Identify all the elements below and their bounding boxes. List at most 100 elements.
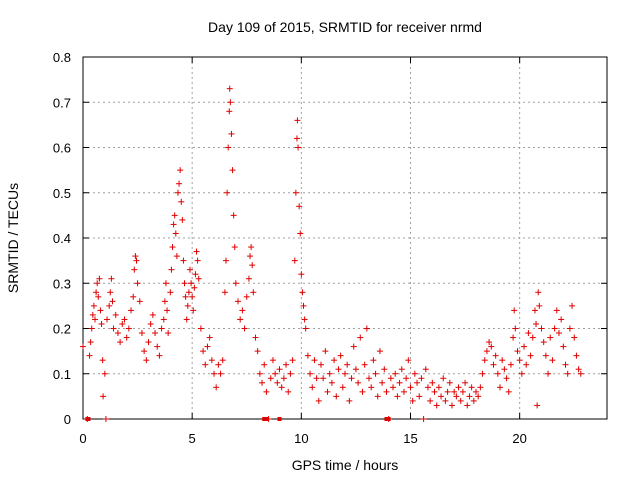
data-point xyxy=(171,212,178,219)
y-tick-label: 0.8 xyxy=(53,50,71,65)
data-point xyxy=(361,361,368,368)
data-point xyxy=(132,253,139,260)
data-point xyxy=(545,370,552,377)
data-point xyxy=(169,244,176,251)
data-point xyxy=(357,334,364,341)
data-point xyxy=(501,366,508,373)
data-point xyxy=(562,361,569,368)
data-point xyxy=(225,144,232,151)
data-point xyxy=(133,257,140,264)
data-point xyxy=(172,230,179,237)
data-point xyxy=(292,189,299,196)
data-point xyxy=(511,307,518,314)
data-point xyxy=(477,384,484,391)
data-point xyxy=(444,388,451,395)
data-point xyxy=(374,393,381,400)
data-point xyxy=(297,230,304,237)
data-point xyxy=(577,370,584,377)
data-point xyxy=(191,284,198,291)
data-point xyxy=(390,384,397,391)
data-point xyxy=(185,289,192,296)
data-point xyxy=(168,266,175,273)
data-point xyxy=(372,370,379,377)
data-point xyxy=(89,311,96,318)
data-point xyxy=(211,370,217,377)
data-point xyxy=(94,280,101,287)
zero-marker xyxy=(277,417,282,421)
data-point xyxy=(317,361,324,368)
data-point xyxy=(558,316,565,323)
data-point xyxy=(315,397,322,404)
data-point xyxy=(177,167,184,174)
data-point xyxy=(533,320,540,327)
data-point xyxy=(152,330,159,337)
data-point xyxy=(446,379,453,386)
data-point xyxy=(231,244,238,251)
data-point xyxy=(173,253,180,260)
data-point xyxy=(107,289,114,296)
data-point xyxy=(368,384,375,391)
data-point xyxy=(100,393,107,400)
data-point xyxy=(145,339,152,346)
data-point xyxy=(298,271,305,278)
zero-marker xyxy=(384,417,389,421)
data-point xyxy=(143,357,150,364)
data-point xyxy=(521,343,528,350)
data-point xyxy=(566,325,573,332)
data-point xyxy=(241,325,248,332)
data-point xyxy=(536,302,543,309)
data-point xyxy=(440,375,447,382)
data-point xyxy=(518,370,525,377)
data-point xyxy=(549,357,556,364)
data-point xyxy=(468,384,475,391)
data-point xyxy=(193,248,200,255)
data-point xyxy=(352,366,359,373)
plot-frame xyxy=(82,56,608,420)
data-point xyxy=(261,361,268,368)
data-point xyxy=(547,334,554,341)
data-point xyxy=(490,361,497,368)
data-point xyxy=(396,379,403,386)
data-point xyxy=(483,348,490,355)
data-point xyxy=(213,384,220,391)
data-point xyxy=(267,375,274,382)
data-point xyxy=(455,384,462,391)
data-point xyxy=(383,388,390,395)
data-point xyxy=(416,393,423,400)
data-point xyxy=(529,334,536,341)
data-point xyxy=(108,275,115,282)
data-point xyxy=(400,388,407,395)
data-point xyxy=(555,330,562,337)
data-point xyxy=(534,402,541,409)
data-point xyxy=(414,379,421,386)
data-point xyxy=(322,348,329,355)
y-tick-label: 0.3 xyxy=(53,276,71,291)
data-point xyxy=(178,198,185,205)
data-point xyxy=(215,361,222,368)
data-point xyxy=(339,384,346,391)
data-point xyxy=(457,397,464,404)
data-point xyxy=(109,298,116,305)
data-point xyxy=(481,357,488,364)
data-point xyxy=(176,180,183,187)
data-point xyxy=(147,320,154,327)
data-point xyxy=(162,280,169,287)
data-point xyxy=(190,307,197,314)
data-point xyxy=(99,357,106,364)
x-axis-label: GPS time / hours xyxy=(292,457,399,473)
data-point xyxy=(294,117,301,124)
data-point xyxy=(221,289,228,296)
data-point xyxy=(114,330,121,337)
data-point xyxy=(488,343,495,350)
data-point xyxy=(429,379,436,386)
data-point xyxy=(337,352,344,359)
data-point xyxy=(287,370,294,377)
data-point xyxy=(453,393,460,400)
data-point xyxy=(141,348,148,355)
data-point xyxy=(531,307,538,314)
data-point xyxy=(424,384,431,391)
data-point xyxy=(283,361,290,368)
data-point xyxy=(304,352,311,359)
data-point xyxy=(278,384,285,391)
data-point xyxy=(117,339,124,346)
